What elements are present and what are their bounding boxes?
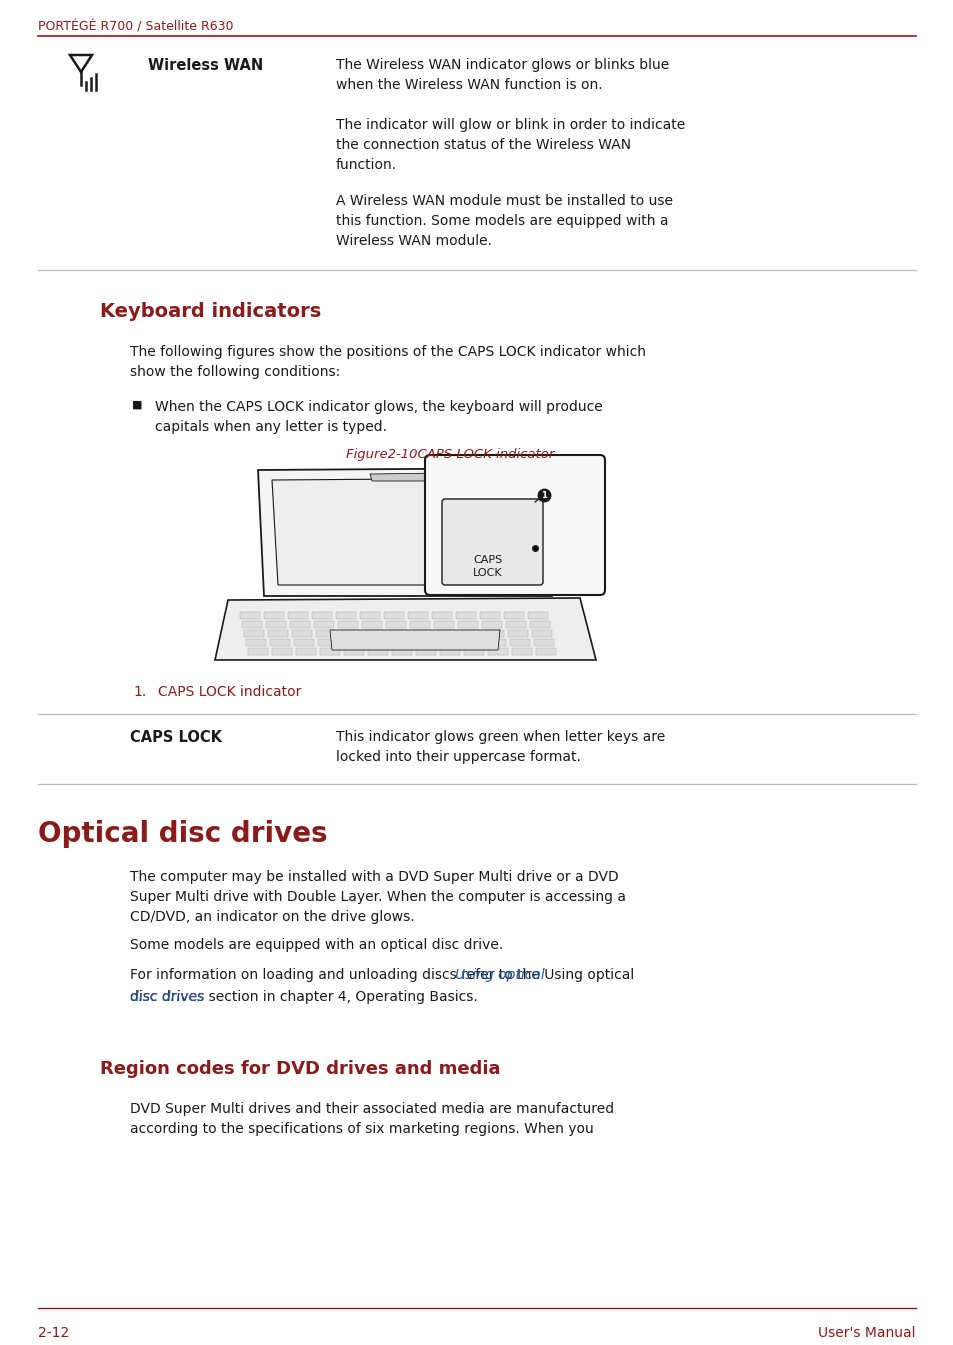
Text: 2-12: 2-12 bbox=[38, 1326, 70, 1340]
Text: DVD Super Multi drives and their associated media are manufactured
according to : DVD Super Multi drives and their associa… bbox=[130, 1102, 614, 1137]
Bar bbox=[392, 648, 412, 655]
Bar bbox=[268, 629, 288, 638]
Bar bbox=[436, 629, 456, 638]
Polygon shape bbox=[214, 599, 596, 660]
Bar bbox=[248, 648, 268, 655]
Text: PORTÉGÉ R700 / Satellite R630: PORTÉGÉ R700 / Satellite R630 bbox=[38, 20, 233, 34]
Bar bbox=[317, 639, 337, 646]
Bar bbox=[485, 639, 505, 646]
Polygon shape bbox=[370, 473, 450, 482]
Bar bbox=[312, 612, 332, 619]
Bar bbox=[364, 629, 384, 638]
Bar bbox=[534, 639, 554, 646]
Bar bbox=[288, 612, 308, 619]
Text: Region codes for DVD drives and media: Region codes for DVD drives and media bbox=[100, 1060, 500, 1077]
Text: Keyboard indicators: Keyboard indicators bbox=[100, 303, 321, 321]
Polygon shape bbox=[257, 468, 558, 596]
Bar bbox=[456, 612, 476, 619]
Bar bbox=[527, 612, 547, 619]
Bar bbox=[408, 612, 428, 619]
Bar bbox=[319, 648, 339, 655]
Text: 1.: 1. bbox=[132, 685, 146, 699]
Text: The Wireless WAN indicator glows or blinks blue
when the Wireless WAN function i: The Wireless WAN indicator glows or blin… bbox=[335, 58, 669, 91]
Bar bbox=[439, 648, 459, 655]
Text: The following figures show the positions of the CAPS LOCK indicator which
show t: The following figures show the positions… bbox=[130, 346, 645, 379]
Bar bbox=[483, 629, 503, 638]
Text: When the CAPS LOCK indicator glows, the keyboard will produce
capitals when any : When the CAPS LOCK indicator glows, the … bbox=[154, 399, 602, 434]
Polygon shape bbox=[330, 629, 499, 650]
Bar bbox=[361, 621, 381, 628]
Bar bbox=[335, 612, 355, 619]
Bar bbox=[459, 629, 479, 638]
Text: Wireless WAN: Wireless WAN bbox=[148, 58, 263, 73]
Bar bbox=[488, 648, 507, 655]
Bar bbox=[437, 639, 457, 646]
Bar bbox=[266, 621, 286, 628]
Bar bbox=[457, 621, 477, 628]
Text: disc drives section in chapter 4, Operating Basics.: disc drives section in chapter 4, Operat… bbox=[130, 990, 477, 1003]
Bar bbox=[359, 612, 379, 619]
Bar bbox=[505, 621, 525, 628]
Bar bbox=[386, 621, 406, 628]
Text: Figure2-10CAPS LOCK indicator: Figure2-10CAPS LOCK indicator bbox=[345, 448, 554, 461]
Text: CAPS
LOCK: CAPS LOCK bbox=[473, 555, 502, 578]
Text: A Wireless WAN module must be installed to use
this function. Some models are eq: A Wireless WAN module must be installed … bbox=[335, 194, 672, 247]
Bar bbox=[341, 639, 361, 646]
FancyBboxPatch shape bbox=[441, 499, 542, 585]
Text: User's Manual: User's Manual bbox=[818, 1326, 915, 1340]
Text: Some models are equipped with an optical disc drive.: Some models are equipped with an optical… bbox=[130, 937, 503, 952]
Text: Using optical: Using optical bbox=[455, 968, 544, 982]
Text: This indicator glows green when letter keys are
locked into their uppercase form: This indicator glows green when letter k… bbox=[335, 730, 664, 764]
Bar bbox=[315, 629, 335, 638]
Text: 1: 1 bbox=[540, 491, 546, 499]
Bar bbox=[532, 629, 552, 638]
Bar bbox=[272, 648, 292, 655]
Bar bbox=[463, 648, 483, 655]
Bar bbox=[294, 639, 314, 646]
Bar bbox=[512, 648, 532, 655]
Bar bbox=[290, 621, 310, 628]
Text: The computer may be installed with a DVD Super Multi drive or a DVD
Super Multi : The computer may be installed with a DVD… bbox=[130, 870, 625, 924]
Bar bbox=[368, 648, 388, 655]
Bar bbox=[339, 629, 359, 638]
Bar bbox=[412, 629, 432, 638]
Bar bbox=[344, 648, 364, 655]
Bar bbox=[244, 629, 264, 638]
Bar bbox=[507, 629, 527, 638]
Bar bbox=[410, 621, 430, 628]
Text: ■: ■ bbox=[132, 399, 142, 410]
Text: Optical disc drives: Optical disc drives bbox=[38, 820, 327, 847]
Text: The indicator will glow or blink in order to indicate
the connection status of t: The indicator will glow or blink in orde… bbox=[335, 118, 684, 172]
Polygon shape bbox=[272, 477, 543, 585]
Bar bbox=[481, 621, 501, 628]
Bar bbox=[414, 639, 434, 646]
Bar bbox=[432, 612, 452, 619]
Bar bbox=[479, 612, 499, 619]
Bar bbox=[366, 639, 386, 646]
Text: disc drives: disc drives bbox=[130, 990, 204, 1003]
Bar bbox=[242, 621, 262, 628]
Bar bbox=[461, 639, 481, 646]
Bar bbox=[536, 648, 556, 655]
Bar bbox=[314, 621, 334, 628]
Bar bbox=[416, 648, 436, 655]
Bar bbox=[240, 612, 260, 619]
Bar bbox=[337, 621, 357, 628]
Bar bbox=[295, 648, 315, 655]
Bar bbox=[530, 621, 550, 628]
FancyBboxPatch shape bbox=[424, 455, 604, 594]
Bar bbox=[270, 639, 290, 646]
Text: CAPS LOCK: CAPS LOCK bbox=[130, 730, 222, 745]
Bar bbox=[264, 612, 284, 619]
Text: For information on loading and unloading discs refer to the Using optical: For information on loading and unloading… bbox=[130, 968, 634, 982]
Bar bbox=[292, 629, 312, 638]
Bar bbox=[390, 639, 410, 646]
Text: CAPS LOCK indicator: CAPS LOCK indicator bbox=[158, 685, 301, 699]
Bar bbox=[246, 639, 266, 646]
Bar bbox=[384, 612, 403, 619]
Bar bbox=[434, 621, 454, 628]
Bar bbox=[510, 639, 530, 646]
Bar bbox=[503, 612, 523, 619]
Bar bbox=[388, 629, 408, 638]
